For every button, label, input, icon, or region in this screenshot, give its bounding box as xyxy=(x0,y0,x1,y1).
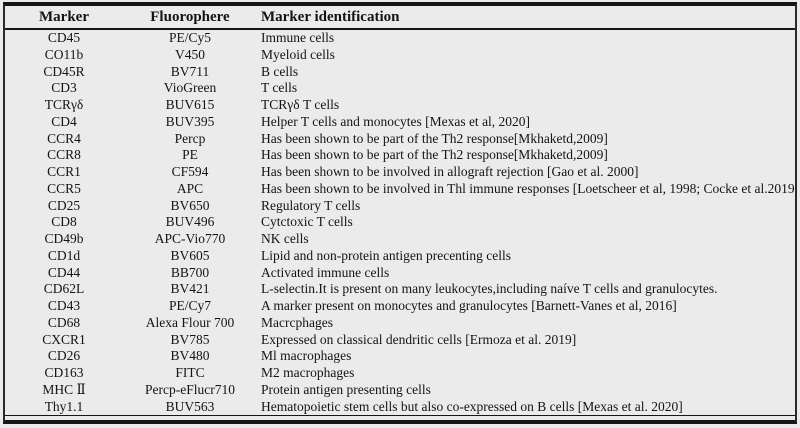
fluorophere-cell: BV650 xyxy=(170,197,210,213)
table-row: CXCR1 BV785 Expressed on classical dendrit… xyxy=(5,332,795,349)
fluorophere-cell: CF594 xyxy=(171,164,209,179)
table-row: CD3 VioGreen T cells xyxy=(5,80,795,97)
table-row: CCR1 CF594 Has been shown to be involved i… xyxy=(5,164,795,181)
table-row: Thy1.1 BUV563 Hematopoietic stem cells but… xyxy=(5,398,795,417)
fluorophere-cell: PE/Cy5 xyxy=(168,30,211,45)
table-row: CD45R BV711 B cells xyxy=(5,64,795,81)
marker-cell: CD62L xyxy=(43,281,85,297)
table-row: CD62L BV421 L-selectin.It is present on ma… xyxy=(5,281,795,298)
marker-cell: TCRγδ xyxy=(44,97,84,112)
table-row: CD25 BV650 Regulatory T cells xyxy=(5,198,795,215)
marker-cell: CCR8 xyxy=(47,147,81,163)
fluorophere-cell: BB700 xyxy=(170,264,210,280)
marker-cell: CO11b xyxy=(44,46,84,62)
table-row: CCR8 PE Has been shown to be part of the T… xyxy=(5,147,795,164)
fluorophere-cell: Alexa Flour 700 xyxy=(145,314,235,330)
fluorophere-cell: Percp-eFlucr710 xyxy=(145,381,235,397)
marker-cell: CD8 xyxy=(51,214,77,230)
table-row: CD1d BV605 Lipid and non-protein antigen p… xyxy=(5,248,795,265)
marker-cell: CD49b xyxy=(44,231,84,246)
table-row: CD163 FITC M2 macrophages xyxy=(5,365,795,382)
marker-cell: CD45 xyxy=(47,30,81,45)
identification-cell: Lipid and non-protein antigen precenting… xyxy=(261,247,512,263)
fluorophere-cell: APC xyxy=(176,180,204,196)
table-row: CD49b APC-Vio770 NK cells xyxy=(5,231,795,248)
fluorophere-cell: BV480 xyxy=(170,348,210,364)
fluorophere-cell: BV711 xyxy=(170,63,210,79)
fluorophere-cell: PE/Cy7 xyxy=(168,298,211,313)
table-row: CD45 PE/Cy5 Immune cells xyxy=(5,29,795,47)
marker-cell: CD45R xyxy=(43,63,85,79)
identification-cell: Myeloid cells xyxy=(261,46,335,62)
table-row: CD68 Alexa Flour 700 Macrcphages xyxy=(5,315,795,332)
column-header-fluorophere: Fluorophere xyxy=(123,6,257,30)
identification-cell: Macrcphages xyxy=(261,314,333,330)
table-row: MHC Ⅱ Percp-eFlucr710 Protein antigen pres… xyxy=(5,382,795,399)
marker-cell: CCR1 xyxy=(47,164,81,179)
identification-cell: Expressed on classical dendritic cells [… xyxy=(261,331,577,347)
marker-table-frame: Marker Fluorophere Marker identification… xyxy=(3,2,797,425)
table-row: CCR5 APC Has been shown to be involved in … xyxy=(5,181,795,198)
identification-cell: Protein antigen presenting cells xyxy=(261,381,431,397)
identification-cell: B cells xyxy=(261,63,299,79)
fluorophere-cell: BUV395 xyxy=(165,113,215,129)
identification-cell: Hematopoietic stem cells but also co-exp… xyxy=(257,398,795,417)
table-row: CO11b V450 Myeloid cells xyxy=(5,47,795,64)
marker-cell: CCR5 xyxy=(47,180,81,196)
identification-cell: A marker present on monocytes and granul… xyxy=(261,298,677,313)
marker-cell: CD3 xyxy=(51,80,77,96)
marker-cell: CXCR1 xyxy=(42,331,86,347)
identification-cell: Regulatory T cells xyxy=(261,197,361,213)
marker-cell: CD26 xyxy=(47,348,81,364)
header-row: Marker Fluorophere Marker identification xyxy=(5,6,795,30)
marker-cell: MHC Ⅱ xyxy=(42,381,86,397)
fluorophere-cell: VioGreen xyxy=(163,80,217,96)
marker-cell: CD44 xyxy=(47,264,81,280)
table-row: TCRγδ BUV615 TCRγδ T cells xyxy=(5,97,795,114)
table-row: CD8 BUV496 Cytctoxic T cells xyxy=(5,214,795,231)
identification-cell: M2 macrophages xyxy=(261,365,355,380)
identification-cell: Has been shown to be involved in allogra… xyxy=(261,164,639,179)
fluorophere-cell: APC-Vio770 xyxy=(154,231,226,246)
marker-cell: CD68 xyxy=(47,314,81,330)
identification-cell: Has been shown to be part of the Th2 res… xyxy=(261,147,608,163)
identification-cell: T cells xyxy=(261,80,298,96)
marker-table: Marker Fluorophere Marker identification… xyxy=(5,6,795,417)
fluorophere-cell: Percp xyxy=(174,130,206,146)
identification-cell: Ml macrophages xyxy=(261,348,352,364)
table-row: CCR4 Percp Has been shown to be part of th… xyxy=(5,131,795,148)
identification-cell: Activated immune cells xyxy=(261,264,390,280)
column-header-marker-identification: Marker identification xyxy=(257,6,795,30)
fluorophere-cell: V450 xyxy=(175,46,205,62)
identification-cell: Has been shown to be part of the Th2 res… xyxy=(261,130,608,146)
identification-cell: NK cells xyxy=(261,231,309,246)
marker-cell: CD25 xyxy=(47,197,81,213)
table-row: CD43 PE/Cy7 A marker present on monocytes … xyxy=(5,298,795,315)
marker-cell: CD4 xyxy=(51,113,77,129)
marker-cell: CD43 xyxy=(47,298,81,313)
fluorophere-cell: BV605 xyxy=(170,247,210,263)
fluorophere-cell: BUV496 xyxy=(165,214,215,230)
identification-cell: Cytctoxic T cells xyxy=(261,214,353,230)
fluorophere-cell: BV785 xyxy=(170,331,210,347)
table-row: CD26 BV480 Ml macrophages xyxy=(5,348,795,365)
fluorophere-cell: FITC xyxy=(175,365,205,380)
identification-cell: Has been shown to be involved in Thl imm… xyxy=(261,180,795,196)
fluorophere-cell: BUV615 xyxy=(165,97,215,112)
identification-cell: TCRγδ T cells xyxy=(261,97,340,112)
identification-cell: Helper T cells and monocytes [Mexas et a… xyxy=(261,113,531,129)
marker-cell: Thy1.1 xyxy=(5,398,123,417)
table-row: CD4 BUV395 Helper T cells and monocytes [M… xyxy=(5,114,795,131)
marker-cell: CD163 xyxy=(44,365,84,380)
column-header-marker: Marker xyxy=(5,6,123,30)
table-row: CD44 BB700 Activated immune cells xyxy=(5,265,795,282)
identification-cell: L-selectin.It is present on many leukocy… xyxy=(261,281,718,297)
marker-cell: CD1d xyxy=(47,247,81,263)
fluorophere-cell: PE xyxy=(182,147,198,163)
marker-cell: CCR4 xyxy=(47,130,81,146)
fluorophere-cell: BV421 xyxy=(170,281,210,297)
identification-cell: Immune cells xyxy=(261,30,335,45)
fluorophere-cell: BUV563 xyxy=(123,398,257,417)
